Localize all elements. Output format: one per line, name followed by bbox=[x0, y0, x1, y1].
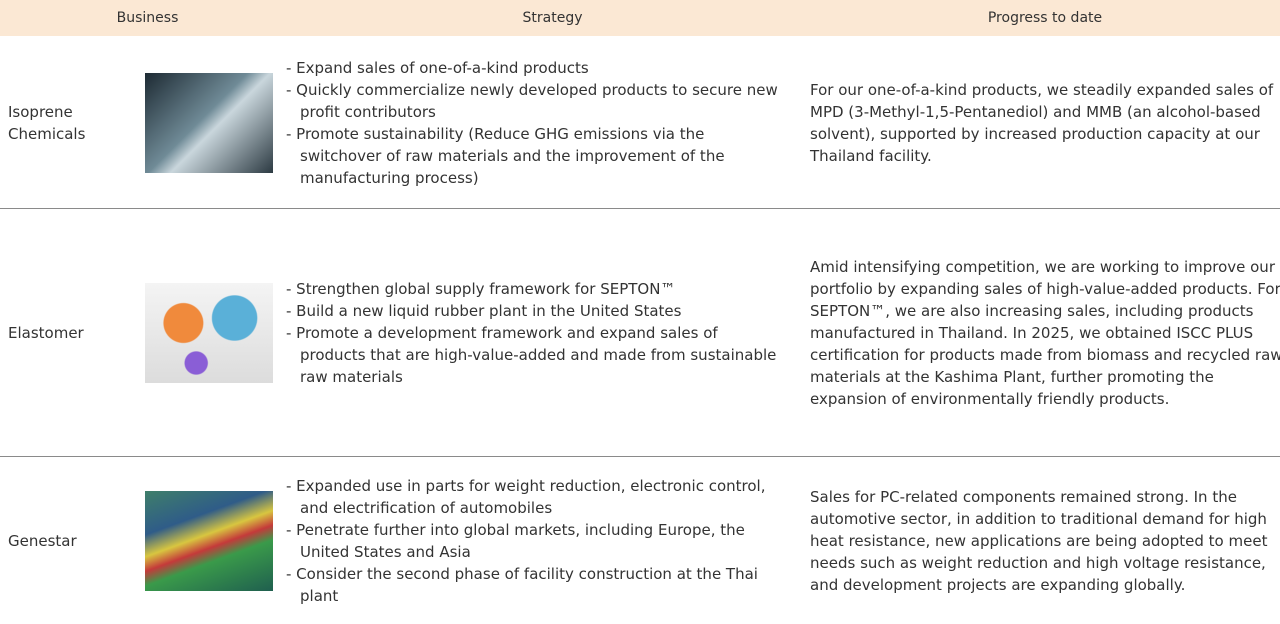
product-image bbox=[145, 73, 273, 173]
business-name: Isoprene Chemicals bbox=[8, 101, 133, 145]
table-header: Business Strategy Progress to date bbox=[0, 0, 1280, 36]
product-image bbox=[145, 283, 273, 383]
table-row: Isoprene Chemicals - Expand sales of one-… bbox=[0, 37, 1280, 209]
table-row: Genestar - Expanded use in parts for weig… bbox=[0, 457, 1280, 624]
business-name: Elastomer bbox=[8, 322, 133, 344]
progress-text: Amid intensifying competition, we are wo… bbox=[810, 256, 1280, 410]
strategy-item: - Expanded use in parts for weight reduc… bbox=[286, 475, 786, 519]
strategy-item: - Expand sales of one-of-a-kind products bbox=[286, 57, 786, 79]
column-header: Progress to date bbox=[810, 0, 1280, 36]
strategy-item: - Build a new liquid rubber plant in the… bbox=[286, 300, 786, 322]
column-header: Business bbox=[0, 0, 295, 36]
table: Business Strategy Progress to date Isopr… bbox=[0, 0, 1280, 624]
strategy-item: - Consider the second phase of facility … bbox=[286, 563, 786, 607]
product-image bbox=[145, 491, 273, 591]
page: Business Strategy Progress to date Isopr… bbox=[0, 0, 1280, 624]
progress-text: Sales for PC-related components remained… bbox=[810, 486, 1280, 596]
table-row: Elastomer - Strengthen global supply fram… bbox=[0, 209, 1280, 457]
progress-text: For our one-of-a-kind products, we stead… bbox=[810, 79, 1280, 167]
strategy-item: - Promote a development framework and ex… bbox=[286, 322, 786, 388]
strategy-item: - Strengthen global supply framework for… bbox=[286, 278, 786, 300]
strategy-list: - Expand sales of one-of-a-kind products… bbox=[286, 57, 786, 189]
strategy-list: - Expanded use in parts for weight reduc… bbox=[286, 475, 786, 607]
column-header: Strategy bbox=[295, 0, 810, 36]
strategy-item: - Penetrate further into global markets,… bbox=[286, 519, 786, 563]
strategy-item: - Quickly commercialize newly developed … bbox=[286, 79, 786, 123]
strategy-item: - Promote sustainability (Reduce GHG emi… bbox=[286, 123, 786, 189]
strategy-list: - Strengthen global supply framework for… bbox=[286, 278, 786, 388]
business-name: Genestar bbox=[8, 530, 133, 552]
